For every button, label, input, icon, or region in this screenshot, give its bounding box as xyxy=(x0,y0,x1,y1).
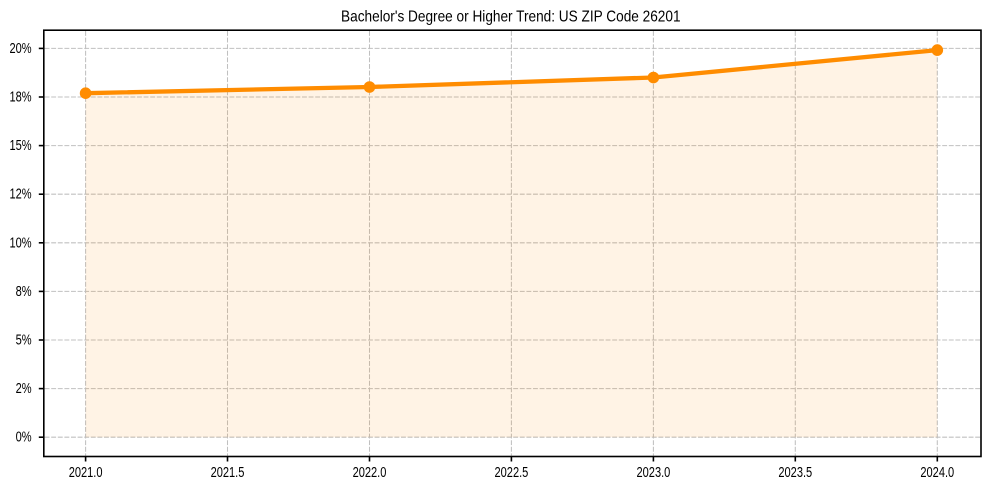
svg-text:2021.5: 2021.5 xyxy=(211,464,245,481)
svg-text:12%: 12% xyxy=(10,186,32,203)
svg-text:Bachelor's Degree or Higher Tr: Bachelor's Degree or Higher Trend: US ZI… xyxy=(341,9,681,26)
svg-text:2023.5: 2023.5 xyxy=(778,464,812,481)
svg-text:2%: 2% xyxy=(16,380,32,397)
svg-text:2024.0: 2024.0 xyxy=(920,464,954,481)
svg-text:5%: 5% xyxy=(16,332,32,349)
svg-text:2021.0: 2021.0 xyxy=(69,464,103,481)
svg-text:2022.5: 2022.5 xyxy=(495,464,529,481)
svg-text:0%: 0% xyxy=(16,429,32,446)
svg-text:10%: 10% xyxy=(10,234,32,251)
svg-text:18%: 18% xyxy=(10,89,32,106)
svg-text:2023.0: 2023.0 xyxy=(637,464,671,481)
svg-text:20%: 20% xyxy=(10,40,32,57)
svg-text:15%: 15% xyxy=(10,137,32,154)
svg-text:2022.0: 2022.0 xyxy=(353,464,387,481)
svg-text:8%: 8% xyxy=(16,283,32,300)
